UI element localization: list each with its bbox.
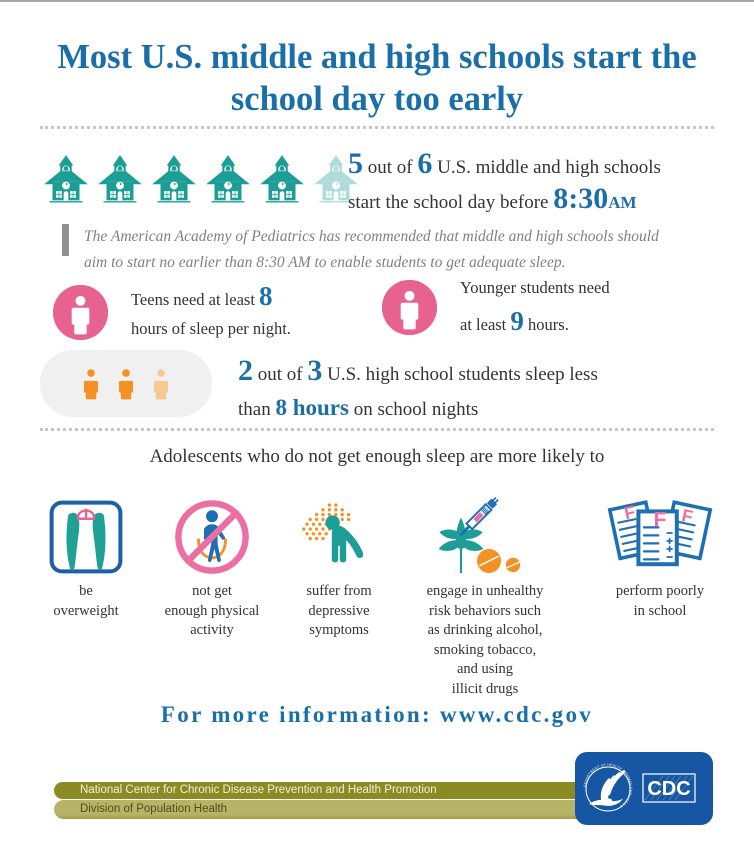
svg-text:CDC: CDC (647, 778, 690, 800)
svg-text:F: F (654, 509, 667, 532)
